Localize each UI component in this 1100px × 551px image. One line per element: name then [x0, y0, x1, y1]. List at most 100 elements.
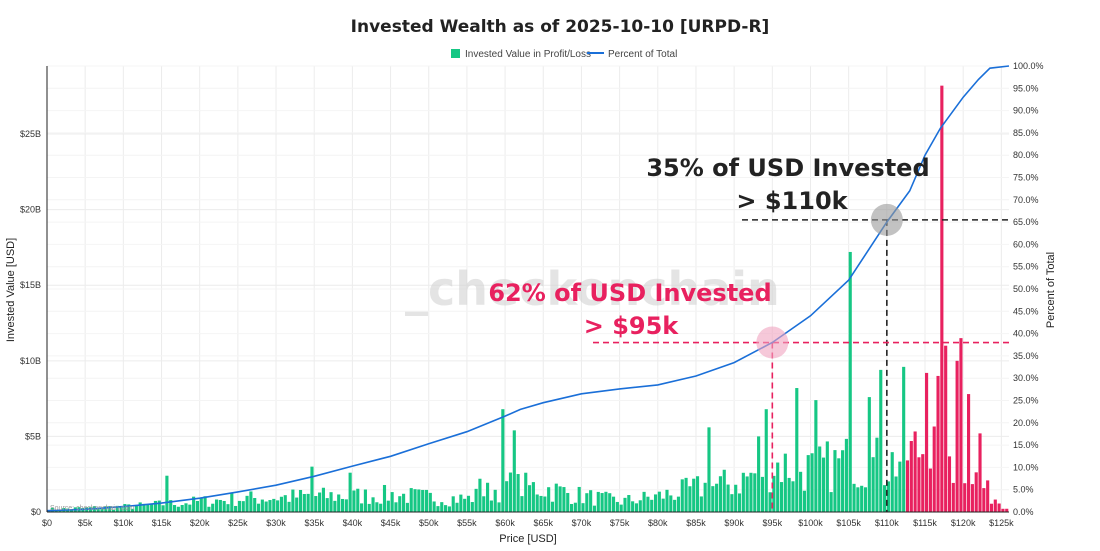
bar: [371, 497, 375, 512]
bar: [188, 504, 192, 512]
bar: [577, 486, 581, 512]
y2-tick-label: 45.0%: [1013, 306, 1039, 316]
bar: [772, 475, 776, 512]
x-tick-label: $10k: [114, 518, 134, 528]
bar: [569, 503, 574, 512]
x-tick-label: $120k: [951, 518, 976, 528]
bar: [776, 462, 780, 512]
y2-axis-label: Percent of Total: [1045, 252, 1057, 328]
annotation-marker: [870, 203, 903, 236]
bar: [123, 504, 127, 512]
bar: [264, 501, 268, 512]
bar: [520, 496, 524, 512]
bar: [436, 506, 440, 512]
ticks: $0 $5k $10k $15k $20k $25k $30k $35k $40k $45k $50…: [20, 61, 1044, 528]
bar: [444, 505, 448, 512]
bar: [405, 502, 409, 512]
legend-swatch-invested-value: [451, 49, 460, 58]
y2-tick-label: 85.0%: [1013, 128, 1039, 138]
bar: [558, 486, 562, 512]
bar: [844, 438, 848, 512]
bar: [402, 493, 406, 512]
x-tick-label: $70k: [572, 518, 592, 528]
bar: [970, 484, 974, 512]
bar: [905, 460, 910, 512]
x-tick-label: $80k: [648, 518, 668, 528]
bar: [234, 505, 238, 512]
bar: [516, 474, 520, 512]
bar: [142, 503, 146, 512]
bar: [730, 494, 734, 512]
bar: [165, 475, 169, 512]
bar: [566, 492, 570, 512]
bar: [722, 469, 726, 512]
bar: [543, 496, 547, 512]
bar: [298, 489, 303, 512]
x-tick-label: $15k: [152, 518, 172, 528]
bar: [852, 483, 856, 512]
bar: [989, 503, 994, 512]
bar: [363, 489, 367, 512]
annotation-line1: 62% of USD Invested: [488, 279, 771, 307]
y-tick-label: $25B: [20, 129, 41, 139]
bar: [318, 492, 322, 512]
x-tick-label: $95k: [763, 518, 783, 528]
source-note: Source: checkonchain.com: [50, 505, 134, 512]
bar: [138, 502, 142, 512]
bar: [871, 457, 875, 512]
y2-tick-label: 70.0%: [1013, 195, 1039, 205]
bar: [489, 500, 493, 512]
annotation-markers: [756, 203, 903, 359]
watermark-layer: _checkonchain: [405, 262, 780, 316]
x-tick-label: $115k: [913, 518, 937, 528]
bar: [493, 489, 497, 512]
bar: [661, 498, 665, 512]
bar: [703, 482, 707, 512]
bar: [936, 375, 940, 512]
legend-label-percent-total: Percent of Total: [608, 49, 677, 60]
bar: [306, 493, 310, 512]
x-tick-label: $55k: [457, 518, 477, 528]
bar: [967, 394, 971, 512]
y-tick-label: $0: [31, 507, 41, 517]
bar: [959, 338, 963, 512]
chart-title: Invested Wealth as of 2025-10-10 [URPD-R…: [351, 17, 770, 37]
bar: [699, 496, 703, 512]
bar: [153, 500, 158, 512]
x-tick-label: $75k: [610, 518, 630, 528]
bar: [486, 482, 490, 512]
bar: [676, 496, 681, 512]
x-tick-label: $90k: [724, 518, 744, 528]
bar: [902, 366, 906, 512]
bar: [993, 499, 997, 512]
x-tick-label: $40k: [343, 518, 363, 528]
bar: [119, 507, 123, 512]
bar: [108, 506, 112, 512]
bar: [256, 503, 261, 512]
bar: [333, 500, 337, 512]
annotations: 35% of USD Invested > $110k 62% of USD Inv…: [488, 154, 929, 340]
x-tick-label: $65k: [534, 518, 554, 528]
bar: [249, 491, 253, 512]
bar: [531, 482, 535, 512]
bar: [96, 508, 100, 512]
bar: [634, 503, 639, 512]
bar: [325, 498, 329, 512]
bar: [386, 500, 390, 512]
bar: [963, 483, 967, 512]
bar: [745, 476, 749, 512]
bar: [348, 472, 352, 512]
bar: [276, 500, 280, 512]
bar: [909, 441, 913, 512]
bar: [898, 461, 902, 512]
y2-tick-label: 20.0%: [1013, 418, 1039, 428]
bar: [329, 492, 333, 512]
bar: [321, 487, 325, 512]
bar: [657, 491, 661, 512]
x-tick-label: $5k: [78, 518, 93, 528]
bar: [356, 488, 360, 512]
y2-tick-label: 95.0%: [1013, 83, 1039, 93]
bar: [581, 503, 585, 512]
bar: [451, 496, 455, 512]
y2-tick-label: 60.0%: [1013, 239, 1039, 249]
